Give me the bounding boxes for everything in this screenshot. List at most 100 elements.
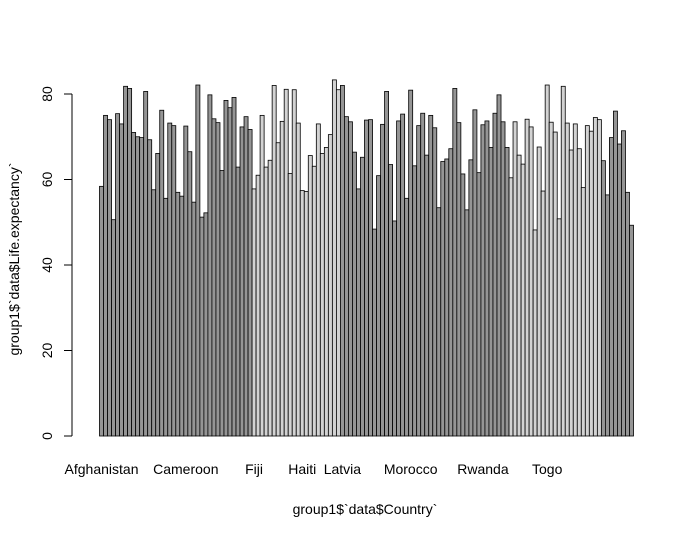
bar: [219, 170, 225, 437]
bar: [127, 88, 133, 437]
bar: [135, 136, 141, 437]
bar: [183, 125, 189, 437]
bar: [532, 229, 538, 437]
bar: [484, 120, 490, 437]
bar: [323, 147, 329, 437]
bar: [492, 112, 498, 437]
bar: [556, 218, 562, 437]
bar: [215, 122, 221, 437]
bar: [364, 119, 369, 437]
bar: [259, 114, 265, 437]
bar: [271, 85, 277, 437]
y-axis: 0 20 40 60 80: [39, 86, 73, 440]
bar: [195, 84, 201, 437]
bar: [368, 119, 373, 437]
bar: [211, 118, 217, 437]
bar: [376, 175, 381, 437]
bar: [448, 148, 454, 437]
y-tick-label: 60: [39, 172, 55, 188]
bar: [412, 165, 418, 437]
bar: [223, 100, 229, 437]
bar: [143, 91, 149, 437]
bar: [267, 159, 273, 437]
bar: [175, 191, 181, 437]
bar: [352, 151, 357, 437]
bar: [568, 149, 574, 437]
bar: [339, 85, 345, 437]
bar: [107, 119, 112, 437]
bars: [99, 79, 634, 437]
bar: [600, 160, 606, 437]
y-axis-label: group1$`data$Life.expectancy`: [6, 162, 22, 355]
bar: [508, 177, 514, 437]
bar: [335, 89, 341, 437]
bar: [468, 159, 474, 437]
bar: [416, 125, 422, 437]
bar: [476, 172, 482, 437]
x-tick-labels: Afghanistan Cameroon Fiji Haiti Latvia Morocc…: [65, 461, 563, 477]
bar: [315, 123, 321, 437]
bar: [444, 158, 450, 437]
bar: [408, 89, 414, 437]
bar: [380, 123, 385, 437]
x-tick-label: Togo: [532, 461, 563, 477]
bar: [231, 97, 237, 437]
bar: [331, 79, 337, 437]
bar: [396, 120, 402, 437]
bar: [621, 130, 626, 437]
bar: [544, 84, 550, 437]
bar: [528, 126, 534, 437]
bar: [625, 191, 630, 437]
bar: [460, 173, 466, 437]
bar: [464, 209, 470, 437]
x-tick-label: Afghanistan: [65, 461, 139, 477]
bar: [512, 121, 518, 437]
bar: [617, 143, 622, 437]
x-tick-label: Haiti: [288, 461, 316, 477]
bar: [496, 94, 502, 437]
bar: [151, 189, 157, 437]
bar: [287, 173, 293, 437]
bar: [560, 85, 566, 437]
bar: [303, 191, 309, 437]
bar: [504, 147, 510, 437]
bar: [580, 187, 586, 437]
bar: [167, 122, 173, 437]
bar: [520, 163, 526, 437]
bar: [139, 137, 145, 437]
bar: [207, 94, 213, 437]
bar: [344, 116, 349, 437]
bar: [299, 190, 305, 437]
bar: [111, 219, 116, 437]
bar: [103, 114, 108, 437]
bar: [171, 125, 177, 437]
x-tick-label: Morocco: [384, 461, 438, 477]
bar: [179, 195, 185, 437]
bar: [356, 188, 361, 437]
bar: [480, 124, 486, 437]
bar: [239, 126, 245, 437]
bar: [119, 123, 125, 437]
bar: [400, 113, 406, 437]
x-tick-label: Latvia: [324, 461, 362, 477]
bar: [588, 130, 594, 437]
bar: [452, 88, 458, 437]
bar: [516, 154, 522, 437]
x-tick-label: Rwanda: [457, 461, 509, 477]
bar: [584, 125, 590, 437]
bar: [283, 88, 289, 437]
bar: [348, 121, 353, 437]
bar: [295, 122, 301, 437]
bar: [291, 89, 297, 437]
bar: [263, 166, 269, 437]
bar: [388, 164, 393, 437]
bar: [392, 220, 398, 437]
bar: [609, 137, 614, 437]
bar: [440, 161, 446, 437]
bar: [592, 117, 598, 437]
bar: [596, 119, 602, 437]
bar: [572, 123, 578, 437]
bar: [275, 142, 281, 437]
